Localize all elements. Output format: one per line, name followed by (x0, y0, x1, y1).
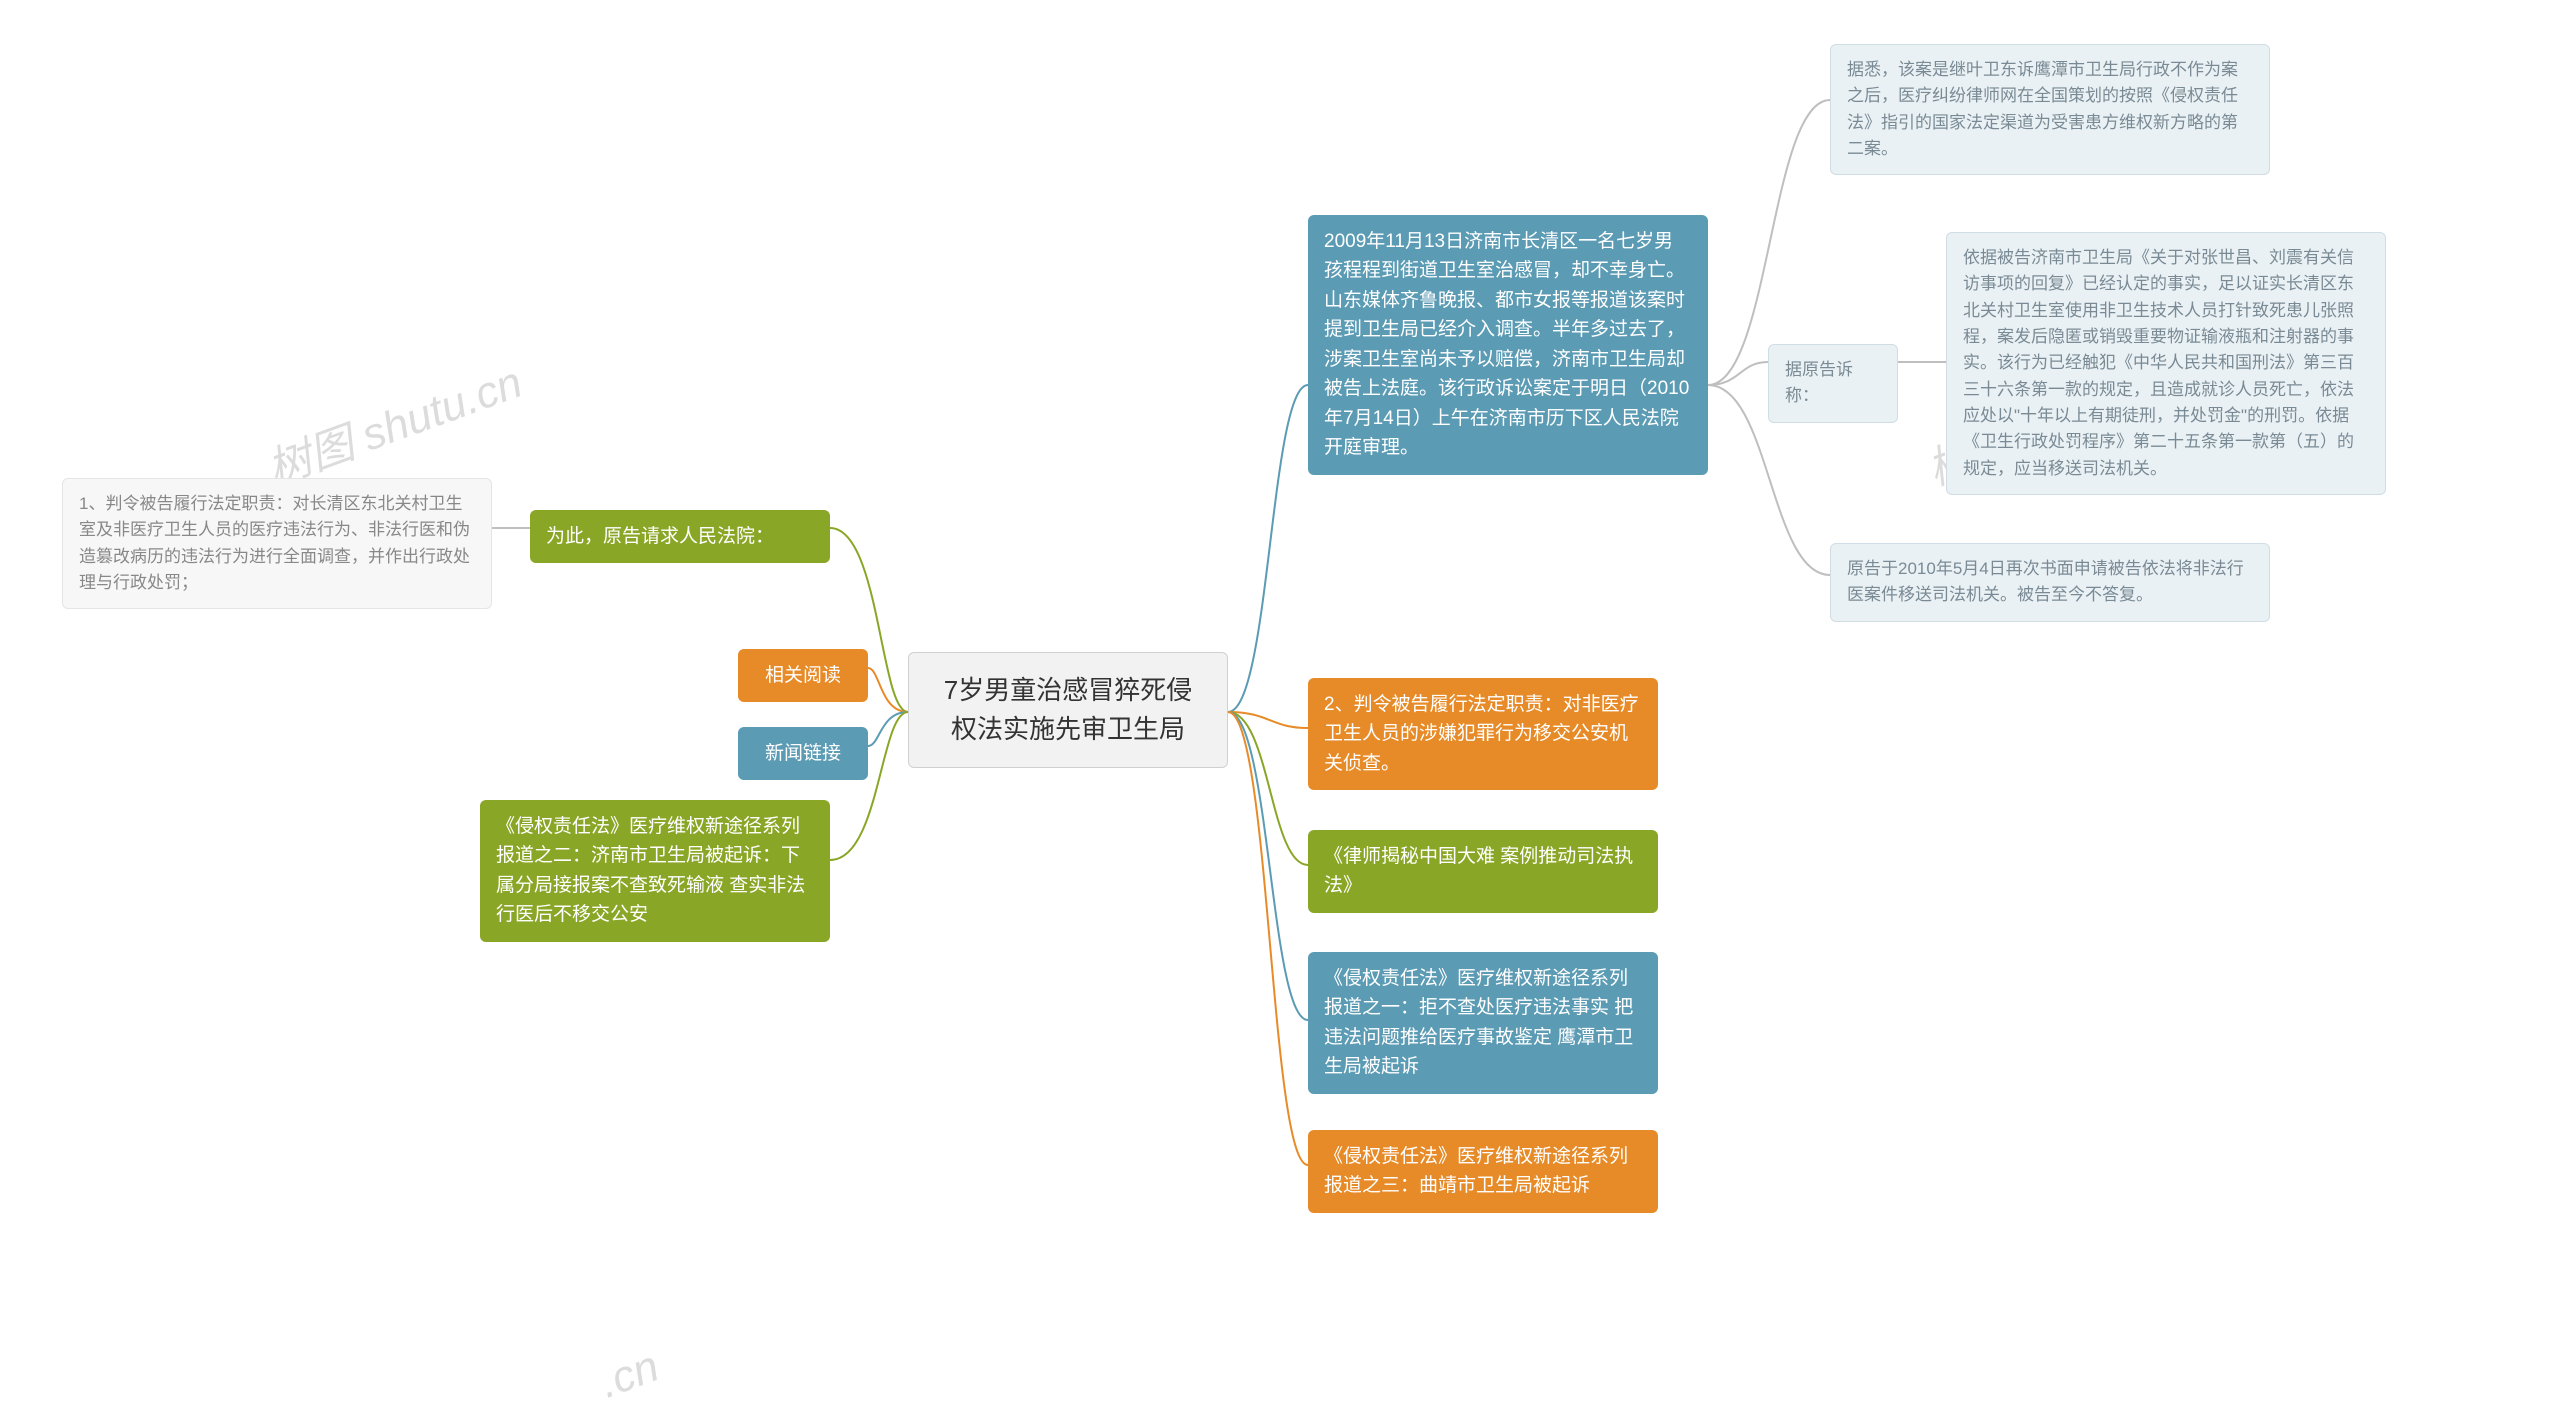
left-branch-1-detail: 1、判令被告履行法定职责：对长清区东北关村卫生室及非医疗卫生人员的医疗违法行为、… (62, 478, 492, 609)
left-branch-4: 《侵权责任法》医疗维权新途径系列报道之二：济南市卫生局被起诉：下属分局接报案不查… (480, 800, 830, 942)
watermark: 树图 shutu.cn (257, 346, 529, 497)
right-branch-1-sub2-label: 据原告诉称： (1768, 344, 1898, 423)
right-branch-4: 《侵权责任法》医疗维权新途径系列报道之一：拒不查处医疗违法事实 把违法问题推给医… (1308, 952, 1658, 1094)
right-branch-1-sub1: 据悉，该案是继叶卫东诉鹰潭市卫生局行政不作为案之后，医疗纠纷律师网在全国策划的按… (1830, 44, 2270, 175)
center-topic: 7岁男童治感冒猝死侵权法实施先审卫生局 (908, 652, 1228, 768)
connectors (0, 0, 2560, 1421)
right-branch-1-sub3: 原告于2010年5月4日再次书面申请被告依法将非法行医案件移送司法机关。被告至今… (1830, 543, 2270, 622)
right-branch-2: 2、判令被告履行法定职责：对非医疗卫生人员的涉嫌犯罪行为移交公安机关侦查。 (1308, 678, 1658, 790)
right-branch-1: 2009年11月13日济南市长清区一名七岁男孩程程到街道卫生室治感冒，却不幸身亡… (1308, 215, 1708, 475)
right-branch-5: 《侵权责任法》医疗维权新途径系列报道之三：曲靖市卫生局被起诉 (1308, 1130, 1658, 1213)
right-branch-3: 《律师揭秘中国大难 案例推动司法执法》 (1308, 830, 1658, 913)
right-branch-1-sub2-text: 依据被告济南市卫生局《关于对张世昌、刘震有关信访事项的回复》已经认定的事实，足以… (1946, 232, 2386, 495)
watermark: .cn (593, 1341, 665, 1408)
left-branch-1: 为此，原告请求人民法院： (530, 510, 830, 563)
left-branch-2: 相关阅读 (738, 649, 868, 702)
left-branch-3: 新闻链接 (738, 727, 868, 780)
